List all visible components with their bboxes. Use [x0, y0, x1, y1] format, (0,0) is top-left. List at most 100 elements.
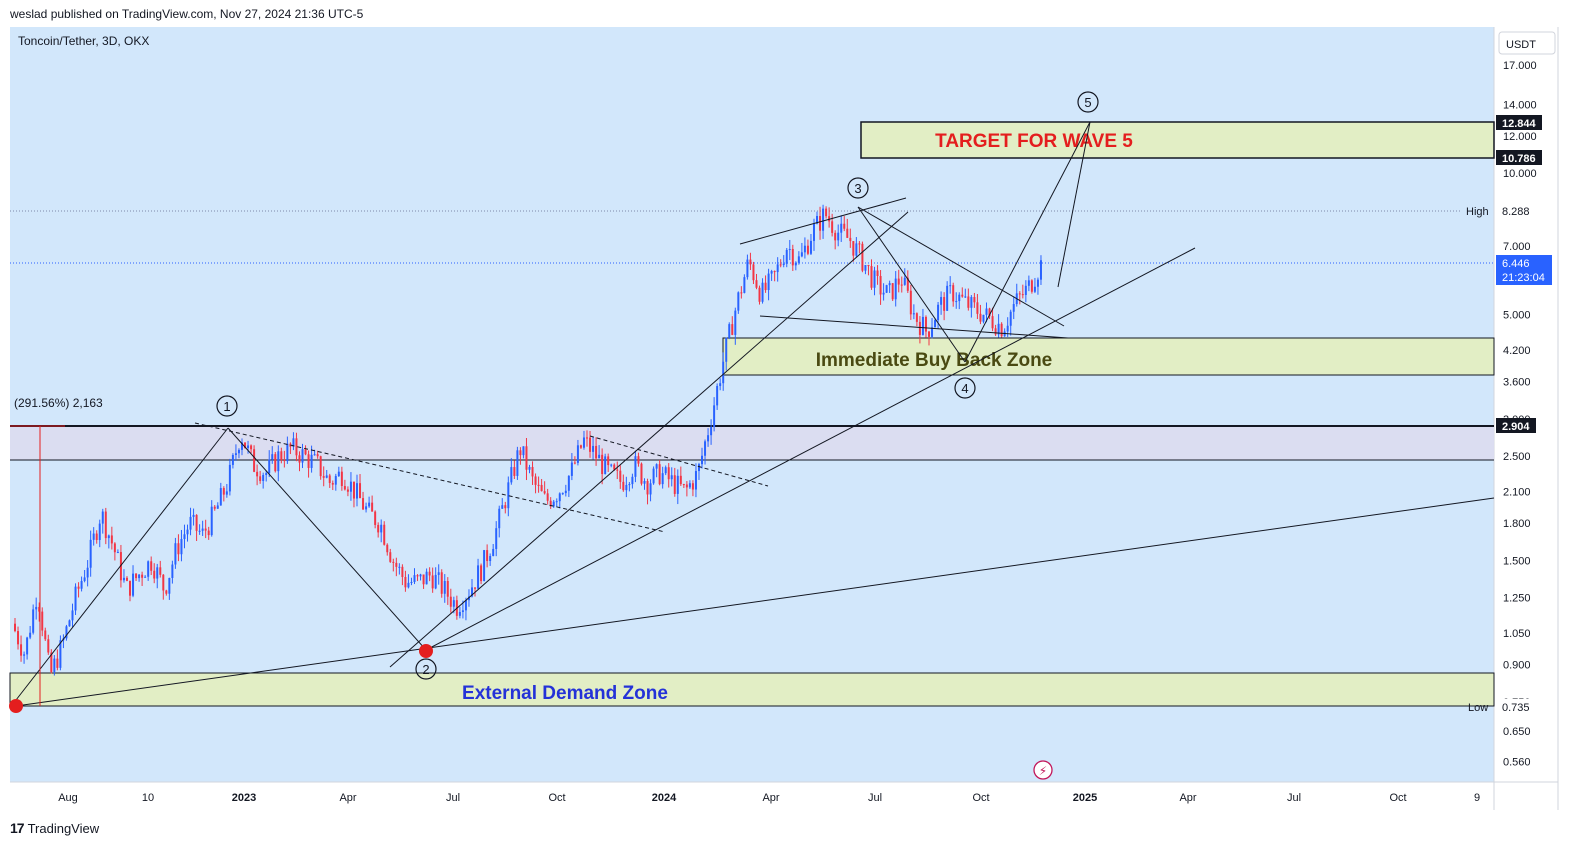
lightning-icon[interactable]: ⚡ — [1033, 760, 1053, 780]
candle-body — [228, 464, 231, 492]
candle-body — [395, 562, 398, 567]
time-axis[interactable] — [10, 782, 1558, 810]
candle-body — [122, 577, 125, 581]
currency-box[interactable] — [1498, 31, 1556, 55]
measure-label: (291.56%) 2,163 — [14, 396, 103, 410]
candle-body — [555, 501, 558, 503]
trendlines[interactable] — [10, 121, 1495, 707]
candle-body — [800, 252, 803, 257]
candle-body — [797, 256, 800, 263]
candle-body — [570, 462, 573, 476]
publish-header: weslad published on TradingView.com, Nov… — [10, 7, 364, 21]
buy-back-zone[interactable] — [722, 337, 1495, 376]
candle-body — [567, 475, 570, 491]
candle-body — [540, 484, 543, 492]
candle-body — [831, 221, 834, 233]
candle-body — [961, 294, 964, 297]
candle-body — [343, 486, 346, 490]
wave-label-3-text: 3 — [854, 181, 861, 196]
candle-body — [937, 304, 940, 321]
wave-label-1[interactable]: 1 — [216, 395, 238, 417]
wave-label-2[interactable]: 2 — [415, 658, 437, 680]
candle-body — [734, 310, 737, 335]
candle-body — [825, 208, 828, 217]
dashed-trendlines[interactable] — [194, 422, 769, 533]
candle-body — [389, 552, 392, 562]
svg-text:⚡: ⚡ — [1039, 764, 1047, 778]
candle-body — [50, 652, 53, 672]
candle-body — [449, 596, 452, 607]
candle-body — [247, 445, 250, 448]
candle-body — [934, 320, 937, 328]
candle-body — [165, 590, 168, 594]
chart-title: Toncoin/Tether, 3D, OKX — [18, 34, 149, 48]
candle-body — [991, 316, 994, 329]
candle-body — [564, 490, 567, 494]
candle-body — [631, 476, 634, 485]
candle-body — [973, 297, 976, 303]
target-zone[interactable] — [860, 121, 1495, 159]
candle-body — [380, 524, 383, 533]
x-tick-label: Oct — [548, 792, 565, 804]
candle-body — [446, 580, 449, 597]
candle-body — [549, 500, 552, 507]
y-tick-label: 0.560 — [1503, 757, 1531, 769]
wave-label-3[interactable]: 3 — [847, 177, 869, 199]
candle-body — [634, 456, 637, 477]
candle-body — [870, 266, 873, 288]
candle-body — [522, 446, 525, 456]
candle-body — [477, 565, 480, 589]
candle-body — [20, 644, 23, 656]
tradingview-logo-icon: 17 — [10, 820, 25, 836]
candle-body — [809, 240, 812, 254]
candle-body — [601, 454, 604, 475]
wave-label-4[interactable]: 4 — [954, 377, 976, 399]
candle-body — [940, 297, 943, 305]
external-demand-zone[interactable] — [9, 672, 1495, 707]
candle-body — [259, 476, 262, 481]
y-tick-label: 2.500 — [1503, 451, 1531, 463]
y-tick-label: 14.000 — [1503, 99, 1537, 111]
candle-body — [371, 502, 374, 512]
candle-body — [280, 451, 283, 461]
wave-label-5[interactable]: 5 — [1077, 91, 1099, 113]
candle-body — [679, 475, 682, 485]
candle-body — [670, 475, 673, 480]
candle-body — [888, 283, 891, 286]
candle-body — [365, 506, 368, 510]
candle-body — [56, 658, 59, 668]
candle-body — [359, 483, 362, 499]
candle-body — [921, 316, 924, 335]
candle-body — [404, 576, 407, 588]
candle-body — [141, 574, 144, 578]
y-tick-label: 1.250 — [1503, 593, 1531, 605]
candle-body — [619, 470, 622, 482]
candle-body — [1012, 304, 1015, 312]
candle-body — [1030, 280, 1033, 292]
candle-body — [576, 445, 579, 463]
candle-body — [519, 450, 522, 456]
wave-label-2-text: 2 — [422, 662, 429, 677]
candle-body — [652, 468, 655, 484]
candlestick-series[interactable] — [14, 204, 1042, 676]
candle-body — [788, 249, 791, 251]
y-tick-label: 1.800 — [1503, 518, 1531, 530]
x-tick-label: Apr — [339, 792, 356, 804]
candle-body — [14, 623, 16, 632]
candle-body — [74, 586, 77, 611]
candle-body — [546, 493, 549, 501]
candle-body — [355, 483, 358, 499]
currency-label: USDT — [1506, 39, 1536, 51]
candle-body — [694, 471, 697, 490]
candle-body — [301, 449, 304, 463]
target-zone-label: TARGET FOR WAVE 5 — [935, 131, 1133, 152]
candle-body — [655, 464, 658, 469]
y-tick-label: 0.650 — [1503, 726, 1531, 738]
candle-body — [44, 630, 47, 640]
candle-body — [855, 243, 858, 256]
candle-body — [201, 528, 204, 531]
candle-body — [586, 437, 589, 439]
footer-brand[interactable]: 17 TradingView — [10, 820, 99, 836]
candle-body — [377, 524, 380, 533]
